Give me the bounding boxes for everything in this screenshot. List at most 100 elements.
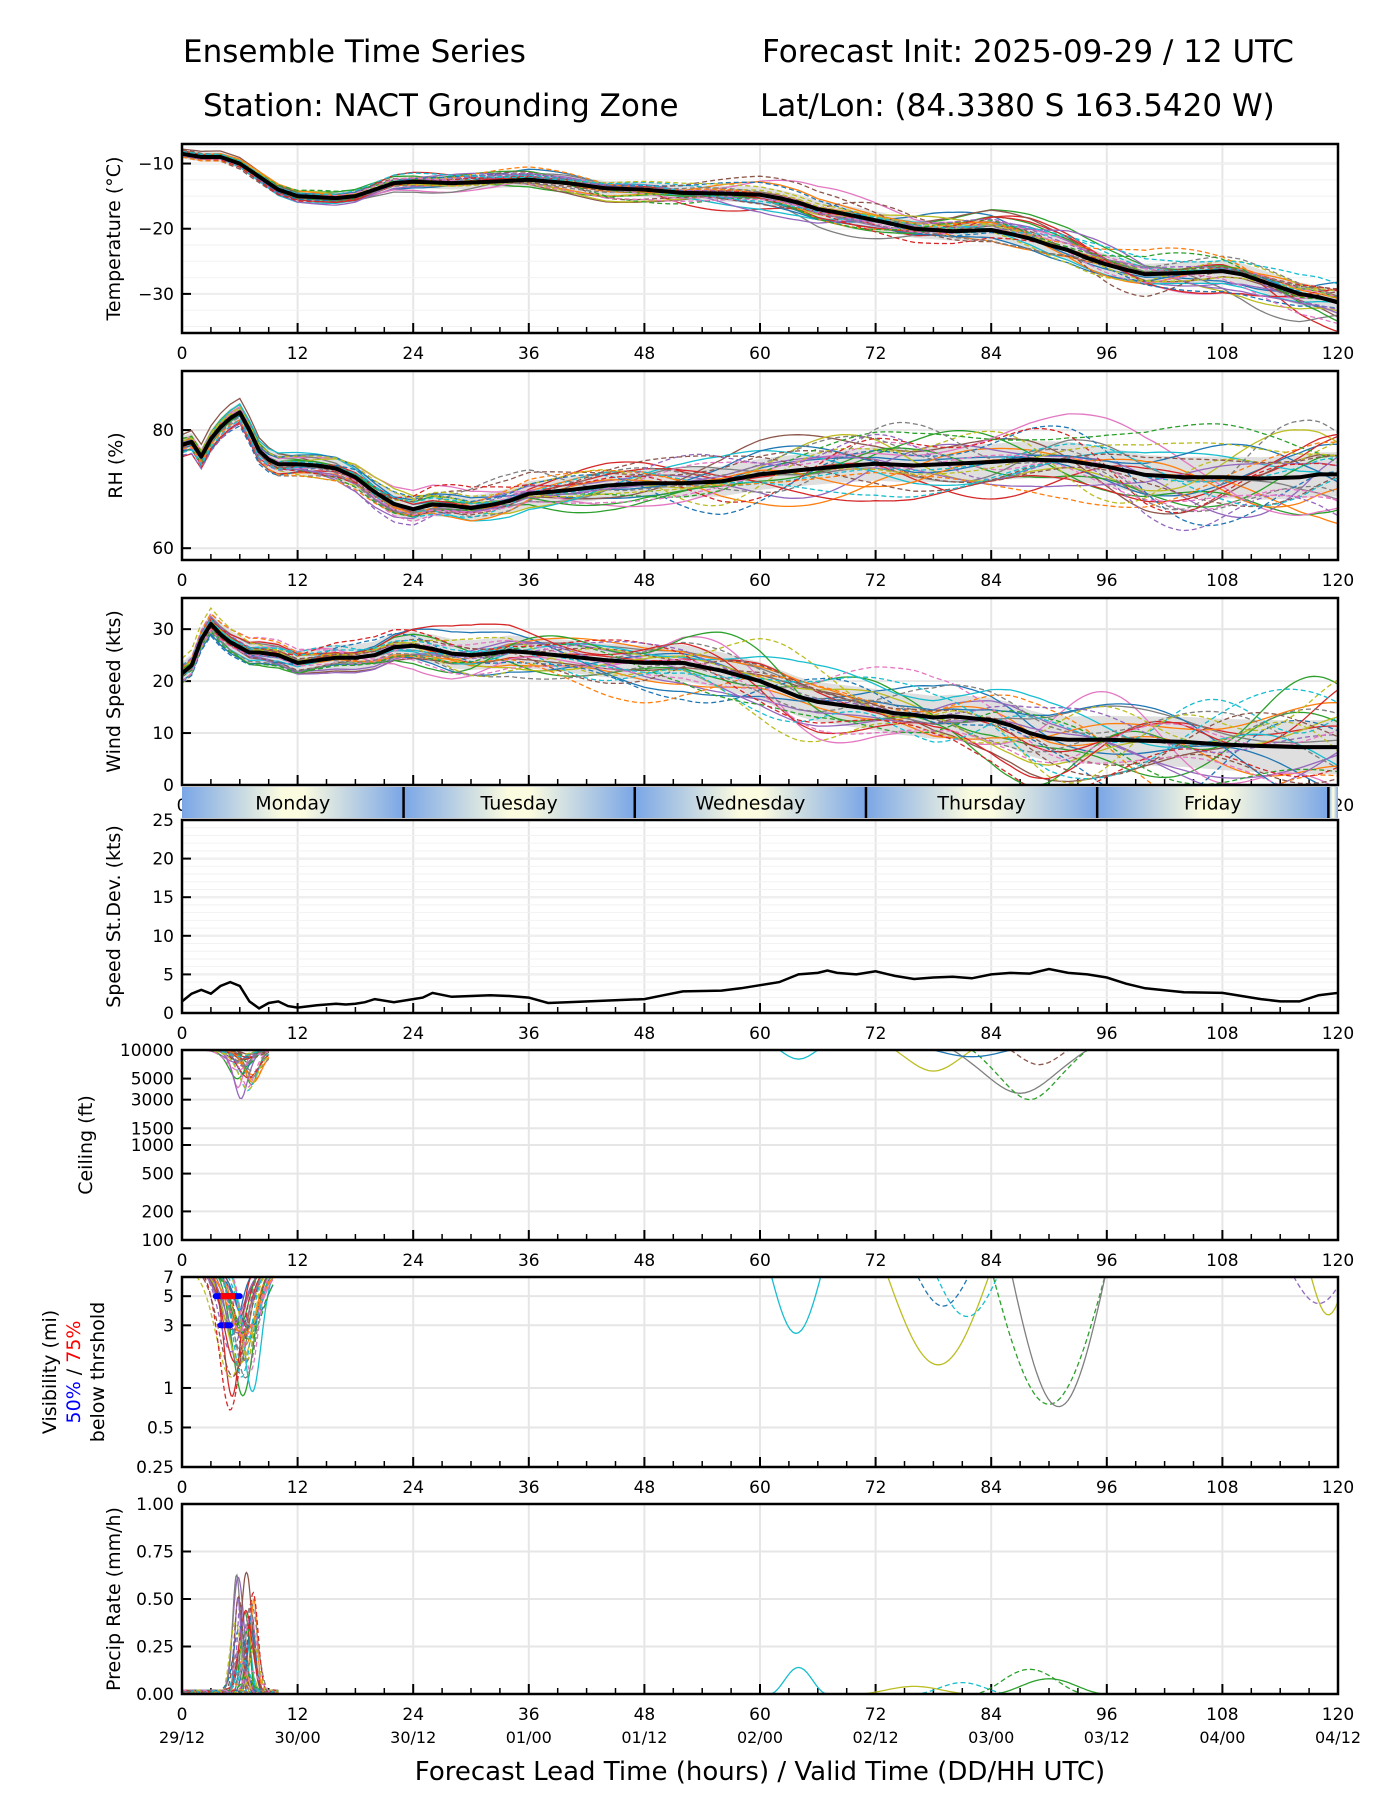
ensemble-member-line — [992, 1278, 1106, 1406]
y-tick-label: 1500 — [131, 1119, 174, 1139]
station-name: Station: NACT Grounding Zone — [203, 88, 679, 124]
x-tick-label: 36 — [518, 1478, 540, 1498]
ensemble-member-line — [213, 1278, 273, 1337]
ensemble-group — [183, 397, 1337, 532]
panel-frame — [180, 818, 1340, 1015]
x-tick-label: 12 — [287, 344, 309, 364]
ensemble-member-line — [183, 150, 1337, 285]
x-tick-label: 72 — [865, 1024, 887, 1044]
ensemble-member-line — [183, 612, 1337, 784]
x-tick-label: 12 — [287, 571, 309, 591]
x-tick-label: 24 — [402, 1478, 424, 1498]
y-tick-label: 60 — [152, 539, 174, 559]
y-tick-label: 3000 — [131, 1091, 174, 1111]
x-tick-label: 72 — [865, 571, 887, 591]
valid-time-label: 30/00 — [275, 1728, 321, 1747]
y-tick-label: 10 — [152, 927, 174, 947]
ensemble-member-line — [211, 1278, 264, 1334]
x-tick-label: 0 — [177, 571, 188, 591]
ensemble-member-line — [183, 154, 1337, 298]
valid-time-label: 03/12 — [1084, 1728, 1130, 1747]
ensemble-member-line — [183, 632, 1337, 784]
y-tick-label: 1000 — [131, 1136, 174, 1156]
ensemble-member-line — [220, 1278, 263, 1378]
ensemble-member-line — [183, 612, 1280, 784]
x-tick-label: 0 — [177, 1024, 188, 1044]
y-tick-label: 1.00 — [136, 1495, 174, 1515]
threshold-75-label: 75% — [63, 1321, 85, 1363]
ensemble-member-line — [183, 416, 1337, 514]
threshold-sep: / — [63, 1363, 85, 1381]
ensemble-member-line — [887, 1278, 989, 1366]
ensemble-member-line — [192, 1647, 279, 1693]
panel-frame — [180, 596, 1340, 787]
day-band-segment — [865, 787, 1098, 818]
ensemble-member-line — [936, 1278, 998, 1318]
y-tick-label: 0.25 — [136, 1458, 174, 1478]
y-tick-label: 25 — [152, 811, 174, 831]
x-tick-label: 12 — [287, 1705, 309, 1725]
y-tick-label: 100 — [142, 1231, 174, 1251]
y-tick-label: 80 — [152, 421, 174, 441]
x-tick-label: 48 — [634, 344, 656, 364]
valid-time-label: 02/00 — [737, 1728, 783, 1747]
y-tick-label: 0.50 — [136, 1590, 174, 1610]
y-tick-label: 500 — [142, 1165, 174, 1185]
ensemble-member-line — [232, 1051, 267, 1056]
x-tick-label: 36 — [518, 1251, 540, 1271]
x-tick-label: 96 — [1096, 344, 1118, 364]
x-tick-label: 84 — [980, 1251, 1002, 1271]
ensemble-member-line — [212, 1278, 252, 1398]
stdev-line — [183, 967, 1337, 1010]
ensemble-group — [204, 1051, 1088, 1101]
x-tick-label: 0 — [177, 1251, 188, 1271]
ensemble-member-line — [183, 153, 1337, 298]
ensemble-member-line — [183, 625, 1276, 784]
ensemble-member-line — [183, 153, 1337, 309]
panel-visibility: 0 12 24 36 48 60 72 84 96 108 120 0.25 0.5 1 3 57 Visibi… — [39, 1268, 1354, 1498]
y-axis-label: Wind Speed (kts) — [103, 610, 125, 773]
x-tick-label: 120 — [1322, 571, 1354, 591]
y-tick-label: 0.25 — [136, 1638, 174, 1658]
day-label: Thursday — [936, 793, 1025, 815]
ensemble-member-line — [220, 1278, 271, 1379]
ensemble-member-line — [953, 1051, 1088, 1094]
day-label: Monday — [255, 793, 330, 815]
x-tick-label: 24 — [402, 344, 424, 364]
panel-wind_speed: 012243648607284961081200102030Wind Speed… — [103, 596, 1354, 816]
x-tick-label: 72 — [865, 1251, 887, 1271]
day-label: Tuesday — [480, 793, 558, 815]
x-tick-label: 96 — [1096, 1705, 1118, 1725]
valid-time-label: 29/12 — [159, 1728, 205, 1747]
ensemble-member-line — [183, 421, 1337, 532]
ensemble-group — [183, 148, 1337, 332]
ensemble-member-line — [219, 1051, 269, 1067]
ensemble-member-line — [214, 1051, 268, 1100]
x-tick-label: 120 — [1322, 344, 1354, 364]
y-tick-label: 30 — [152, 620, 174, 640]
x-axis-label: Forecast Lead Time (hours) / Valid Time … — [415, 1757, 1105, 1787]
panel-rh: 0 12 24 36 48 60 72 84 96 108 120 60 80 RH (%) — [105, 369, 1354, 591]
x-tick-label: 12 — [287, 1251, 309, 1271]
ensemble-group — [183, 607, 1337, 784]
lat-lon: Lat/Lon: (84.3380 S 163.5420 W) — [760, 88, 1275, 124]
x-tick-label: 72 — [865, 344, 887, 364]
chart-title: Ensemble Time Series — [183, 34, 526, 70]
panel-speed_stdev: 0 12 24 36 48 60 72 84 96 108 120 0 5 10 15 20 25 Speed S… — [103, 811, 1354, 1044]
x-tick-label: 0 — [177, 1478, 188, 1498]
ensemble-mean-line — [183, 622, 1337, 750]
ensemble-member-line — [183, 412, 1337, 516]
panel-temperature: 0 12 24 36 48 60 72 84 96 108 120 −10 −20 −30 Temperat… — [103, 142, 1354, 364]
day-label: Friday — [1184, 793, 1242, 815]
ensemble-member-line — [231, 1278, 274, 1393]
valid-time-label: 04/12 — [1315, 1728, 1361, 1747]
y-axis-label: RH (%) — [105, 432, 127, 498]
ensemble-member-line — [183, 626, 1337, 784]
x-tick-label: 84 — [980, 1024, 1002, 1044]
x-tick-label: 84 — [980, 1705, 1002, 1725]
ensemble-member-line — [183, 411, 1337, 515]
ensemble-member-line — [213, 1051, 266, 1058]
x-tick-label: 108 — [1206, 571, 1238, 591]
ensemble-member-line — [996, 1678, 1102, 1693]
y-tick-label: −20 — [138, 220, 174, 240]
